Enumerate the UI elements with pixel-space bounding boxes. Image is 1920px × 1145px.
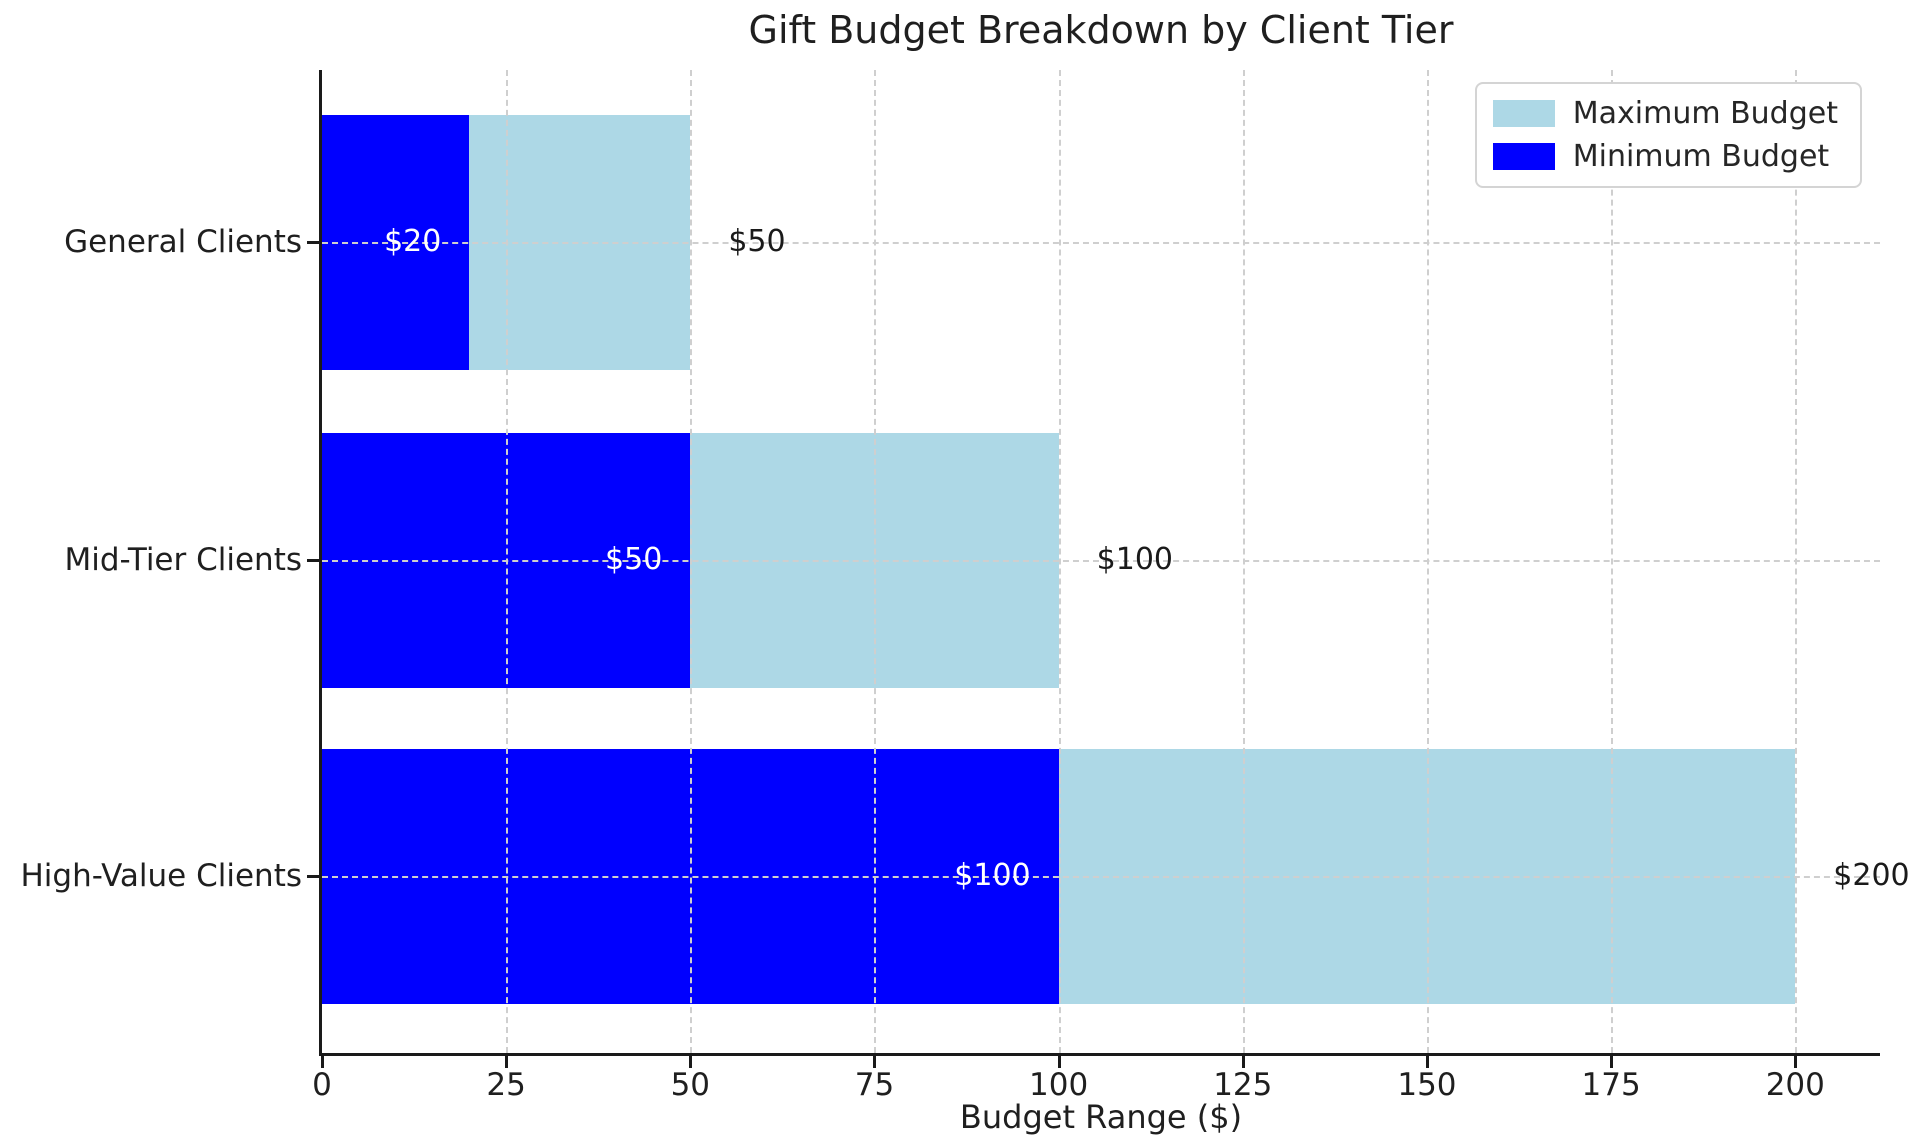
x-tick-label: 25: [486, 1067, 526, 1103]
x-tick-label: 75: [854, 1067, 895, 1103]
value-label: $100: [954, 858, 1031, 893]
chart-title: Gift Budget Breakdown by Client Tier: [748, 8, 1454, 52]
legend: Maximum Budget Minimum Budget: [1474, 82, 1862, 188]
x-axis-spine: [319, 1053, 1880, 1056]
legend-entry-maximum-budget: Maximum Budget: [1492, 96, 1838, 131]
y-gridline: [322, 876, 1880, 878]
x-tickmark: [505, 1056, 509, 1068]
y-tickmark: [307, 241, 319, 244]
x-tick-label: 150: [1397, 1067, 1457, 1103]
x-axis-title: Budget Range ($): [959, 1098, 1243, 1136]
x-tickmark: [1610, 1056, 1614, 1068]
legend-swatch-minimum-budget-icon: [1492, 143, 1555, 170]
x-tickmark: [321, 1056, 324, 1068]
legend-label-maximum-budget: Maximum Budget: [1572, 96, 1838, 131]
x-tickmark: [689, 1056, 693, 1068]
plot-area: Maximum Budget Minimum Budget $50 $100 $20…: [322, 70, 1910, 1053]
y-tickmark: [307, 559, 319, 562]
x-tickmark: [1794, 1056, 1798, 1068]
value-label: $50: [605, 542, 663, 577]
y-tickmark: [307, 875, 319, 878]
value-label: $50: [728, 224, 786, 259]
y-gridline: [322, 560, 1880, 562]
category-label: High-Value Clients: [20, 858, 303, 894]
x-tick-label: 125: [1213, 1067, 1273, 1103]
x-tick-label: 200: [1765, 1067, 1825, 1103]
value-label: $100: [1096, 542, 1173, 577]
x-tickmark: [1241, 1056, 1245, 1068]
y-axis-spine: [319, 70, 322, 1056]
x-tickmark: [1057, 1056, 1061, 1068]
x-tick-label: 175: [1581, 1067, 1641, 1103]
legend-entry-minimum-budget: Minimum Budget: [1492, 139, 1838, 174]
category-label: General Clients: [64, 224, 302, 260]
value-label: $200: [1833, 858, 1910, 893]
x-tick-label: 0: [312, 1067, 332, 1103]
x-tickmark: [873, 1056, 877, 1068]
x-tick-label: 50: [670, 1067, 711, 1103]
value-label: $20: [384, 224, 442, 259]
y-gridline: [322, 242, 1880, 244]
legend-swatch-maximum-budget-icon: [1492, 100, 1555, 127]
legend-label-minimum-budget: Minimum Budget: [1572, 139, 1830, 174]
x-tickmark: [1425, 1056, 1429, 1068]
category-label: Mid-Tier Clients: [64, 542, 302, 578]
x-tick-label: 100: [1029, 1067, 1089, 1103]
